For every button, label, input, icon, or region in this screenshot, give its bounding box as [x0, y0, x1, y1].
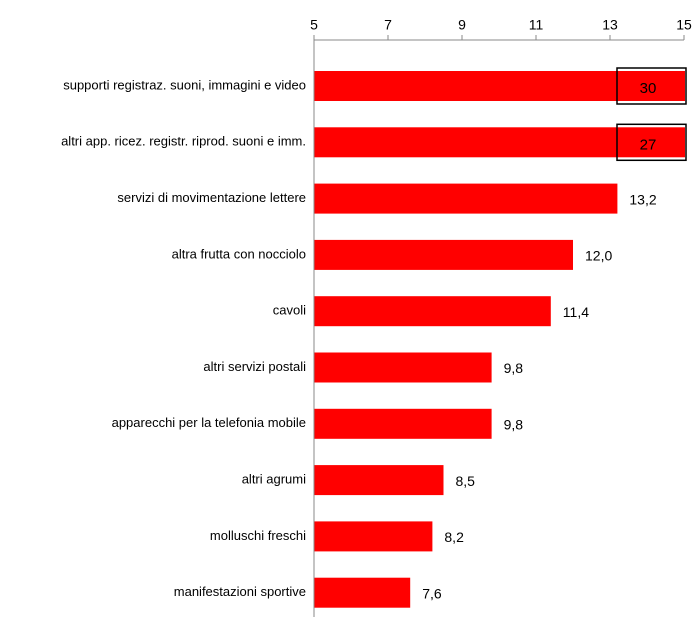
y-tick-label: cavoli [273, 303, 306, 318]
bar [314, 71, 685, 101]
x-tick-label: 13 [602, 17, 618, 33]
y-tick-label: manifestazioni sportive [174, 584, 306, 599]
x-tick-label: 15 [676, 17, 692, 33]
bar [314, 465, 444, 496]
x-tick-label: 7 [384, 17, 392, 33]
value-label: 8,5 [456, 473, 476, 489]
value-label: 12,0 [585, 248, 612, 264]
value-label: 9,8 [504, 417, 524, 433]
y-tick-label: altri agrumi [242, 472, 306, 487]
y-tick-label: servizi di movimentazione lettere [117, 190, 306, 205]
value-label: 27 [640, 136, 657, 153]
bar [314, 408, 492, 439]
plot-area [314, 71, 685, 608]
y-tick-label: molluschi freschi [210, 528, 306, 543]
y-tick-label: altri servizi postali [203, 359, 306, 374]
y-tick-label: altri app. ricez. registr. riprod. suoni… [61, 134, 306, 149]
value-label: 9,8 [504, 360, 524, 376]
bar [314, 296, 551, 327]
bar [314, 239, 573, 270]
value-label: 8,2 [444, 529, 464, 545]
y-tick-label: altra frutta con nocciolo [172, 246, 306, 261]
bar [314, 577, 411, 608]
bar [314, 127, 685, 158]
x-tick-label: 11 [529, 17, 544, 33]
bar [314, 352, 492, 383]
value-label: 7,6 [422, 585, 442, 601]
overflow-box [616, 123, 687, 162]
bar [314, 183, 618, 214]
x-tick-label: 5 [310, 17, 318, 33]
value-label: 11,4 [563, 304, 589, 320]
value-label: 30 [640, 80, 657, 97]
bar [314, 521, 433, 552]
y-tick-label: apparecchi per la telefonia mobile [112, 415, 306, 430]
value-label: 13,2 [629, 191, 656, 207]
y-tick-label: supporti registraz. suoni, immagini e vi… [63, 77, 306, 92]
x-tick-label: 9 [458, 17, 466, 33]
overflow-box [616, 67, 687, 105]
